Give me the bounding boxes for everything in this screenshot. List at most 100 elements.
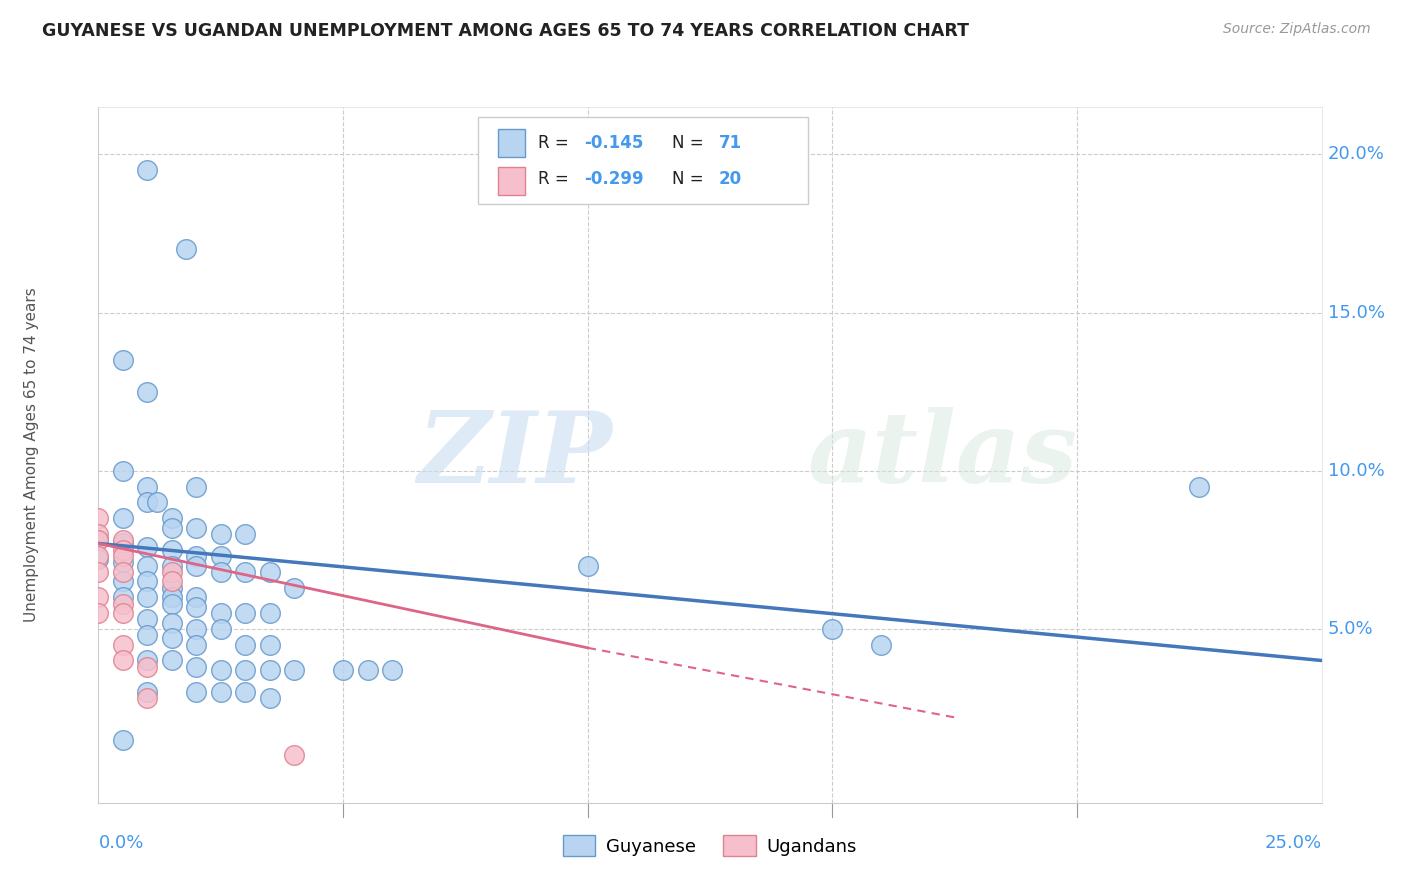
Point [160, 574, 183, 589]
Point [186, 591, 208, 605]
Point [111, 732, 134, 747]
Text: N =: N = [672, 170, 709, 188]
Point [111, 653, 134, 667]
Text: -0.145: -0.145 [583, 134, 644, 152]
Point [111, 533, 134, 548]
Point [111, 597, 134, 611]
Point [186, 549, 208, 563]
Point [111, 574, 134, 589]
Point [186, 479, 208, 493]
Point [111, 549, 134, 563]
Point [111, 542, 134, 557]
Point [259, 565, 281, 579]
Point [87, 552, 110, 566]
Point [87, 511, 110, 525]
FancyBboxPatch shape [498, 129, 526, 157]
Point [136, 540, 159, 554]
Point [821, 622, 844, 636]
Point [136, 558, 159, 573]
Point [209, 663, 232, 677]
Point [233, 638, 256, 652]
Point [283, 663, 305, 677]
Point [356, 663, 378, 677]
Point [136, 628, 159, 642]
Text: 10.0%: 10.0% [1327, 462, 1385, 480]
Point [186, 685, 208, 699]
Text: atlas: atlas [808, 407, 1078, 503]
Point [87, 533, 110, 548]
Point [160, 511, 183, 525]
Point [870, 638, 893, 652]
Text: 15.0%: 15.0% [1327, 303, 1385, 322]
Point [209, 565, 232, 579]
Point [136, 163, 159, 178]
Point [136, 653, 159, 667]
Point [87, 533, 110, 548]
Point [111, 638, 134, 652]
Point [259, 663, 281, 677]
Point [283, 748, 305, 763]
FancyBboxPatch shape [478, 118, 808, 204]
Point [209, 622, 232, 636]
Point [160, 565, 183, 579]
Point [160, 597, 183, 611]
Text: N =: N = [672, 134, 709, 152]
Point [136, 660, 159, 674]
Point [259, 691, 281, 706]
Point [111, 556, 134, 570]
Point [87, 565, 110, 579]
Point [160, 558, 183, 573]
Point [233, 685, 256, 699]
Point [136, 691, 159, 706]
Point [111, 511, 134, 525]
Text: 20: 20 [718, 170, 742, 188]
Point [186, 558, 208, 573]
Point [160, 581, 183, 595]
Point [160, 653, 183, 667]
Point [87, 527, 110, 541]
Text: Unemployment Among Ages 65 to 74 years: Unemployment Among Ages 65 to 74 years [24, 287, 38, 623]
Legend: Guyanese, Ugandans: Guyanese, Ugandans [555, 828, 865, 863]
Text: 0.0%: 0.0% [98, 834, 143, 852]
Text: 20.0%: 20.0% [1327, 145, 1385, 163]
Point [111, 606, 134, 620]
Point [209, 527, 232, 541]
Point [233, 527, 256, 541]
Point [160, 542, 183, 557]
Point [186, 622, 208, 636]
Point [111, 353, 134, 368]
Point [233, 606, 256, 620]
Point [146, 495, 169, 509]
Text: ZIP: ZIP [418, 407, 612, 503]
Point [186, 660, 208, 674]
Point [136, 591, 159, 605]
FancyBboxPatch shape [498, 167, 526, 194]
Point [176, 243, 198, 257]
Point [259, 606, 281, 620]
Point [111, 591, 134, 605]
Point [136, 612, 159, 626]
Point [259, 638, 281, 652]
Point [186, 521, 208, 535]
Point [233, 663, 256, 677]
Point [160, 615, 183, 630]
Point [87, 549, 110, 563]
Text: 5.0%: 5.0% [1327, 620, 1374, 638]
Text: 25.0%: 25.0% [1264, 834, 1322, 852]
Text: Source: ZipAtlas.com: Source: ZipAtlas.com [1223, 22, 1371, 37]
Point [87, 606, 110, 620]
Point [111, 565, 134, 579]
Text: R =: R = [537, 134, 574, 152]
Point [576, 558, 599, 573]
Point [136, 574, 159, 589]
Text: 71: 71 [718, 134, 742, 152]
Point [186, 638, 208, 652]
Text: GUYANESE VS UGANDAN UNEMPLOYMENT AMONG AGES 65 TO 74 YEARS CORRELATION CHART: GUYANESE VS UGANDAN UNEMPLOYMENT AMONG A… [42, 22, 969, 40]
Point [160, 521, 183, 535]
Point [136, 685, 159, 699]
Point [87, 591, 110, 605]
Point [209, 685, 232, 699]
Point [160, 591, 183, 605]
Text: -0.299: -0.299 [583, 170, 644, 188]
Point [111, 464, 134, 478]
